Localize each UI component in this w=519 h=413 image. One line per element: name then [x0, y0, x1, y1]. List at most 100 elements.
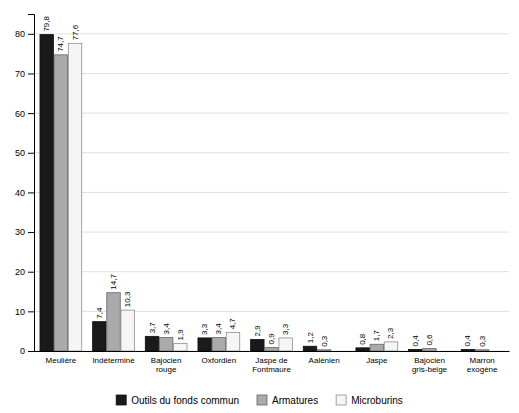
bar — [461, 349, 474, 351]
legend-label: Armatures — [272, 395, 318, 406]
bar — [437, 351, 450, 352]
y-axis-line — [28, 15, 35, 352]
bars — [40, 35, 489, 351]
y-tick-label: 50 — [15, 148, 25, 158]
chart: 01020304050607080MeulièreIndéterminéBajo… — [0, 0, 519, 413]
y-tick: 40 — [15, 188, 34, 198]
grid-line — [34, 73, 509, 74]
bar — [121, 310, 134, 351]
bar-series — [68, 43, 397, 351]
legend-item: Outils du fonds commun — [116, 395, 239, 406]
legend-swatch — [116, 395, 126, 405]
data-label: 10,3 — [123, 291, 132, 307]
grid-line — [34, 311, 509, 312]
bar — [265, 347, 278, 351]
legend-swatch — [257, 395, 267, 405]
bar — [317, 350, 330, 351]
x-tick-label: Marronexogène — [467, 356, 498, 374]
bar — [198, 338, 211, 351]
data-label: 0,3 — [478, 335, 487, 347]
y-tick-mark — [28, 153, 34, 154]
bar — [303, 346, 316, 351]
legend: Outils du fonds commun Armatures Microburi… — [116, 395, 403, 406]
y-tick-mark — [28, 272, 34, 273]
data-label: 1,2 — [306, 332, 315, 344]
data-label: 0,3 — [320, 335, 329, 347]
bar — [145, 336, 158, 351]
y-tick-mark — [28, 73, 34, 74]
y-tick-label: 70 — [15, 69, 25, 79]
x-tick: Jaspe deFontmaure — [252, 356, 291, 374]
bar-series — [54, 55, 489, 351]
data-label: 0,4 — [463, 335, 472, 347]
data-label: 2,3 — [386, 327, 395, 339]
x-tick-label: Bajociengris-beige — [412, 356, 448, 374]
y-tick: 30 — [15, 227, 34, 237]
bar — [68, 43, 81, 351]
x-tick-label: Oxfordien — [201, 356, 236, 365]
data-label: 4,7 — [228, 318, 237, 330]
data-label: 0,6 — [425, 334, 434, 346]
grid-line — [34, 232, 509, 233]
x-tick: Bajociengris-beige — [412, 356, 448, 374]
x-tick: Marronexogène — [467, 356, 498, 374]
grid-line — [34, 33, 509, 34]
y-tick: 20 — [15, 267, 34, 277]
y-tick: 10 — [15, 307, 34, 317]
data-label: 3,7 — [148, 322, 157, 334]
x-tick: Meulière — [46, 356, 77, 365]
data-label: 0,8 — [358, 333, 367, 345]
x-tick-label: Meulière — [46, 356, 77, 365]
y-tick-mark — [28, 351, 34, 352]
x-tick-label: Jaspe — [366, 356, 388, 365]
grid-line — [34, 152, 509, 153]
y-tick: 60 — [15, 108, 34, 118]
bar — [251, 340, 264, 351]
bar — [226, 332, 239, 351]
bar — [159, 338, 172, 351]
x-tick: Aalénien — [309, 356, 340, 365]
data-label: 0,9 — [267, 333, 276, 345]
y-tick-label: 20 — [15, 267, 25, 277]
x-tick: Oxfordien — [201, 356, 236, 365]
data-label: 3,4 — [162, 323, 171, 335]
bar — [370, 344, 383, 351]
data-label: 7,4 — [95, 307, 104, 319]
bar — [490, 351, 503, 352]
data-label: 79,8 — [42, 15, 51, 31]
legend-label: Microburins — [351, 395, 403, 406]
grid — [34, 34, 509, 351]
y-tick-label: 40 — [15, 188, 25, 198]
bar — [332, 351, 345, 352]
bar — [93, 322, 106, 351]
x-tick-label: Jaspe deFontmaure — [252, 356, 291, 374]
x-tick-label: Aalénien — [309, 356, 340, 365]
bar — [356, 348, 369, 351]
bar — [279, 338, 292, 351]
grid-line — [34, 113, 509, 114]
data-label: 77,6 — [71, 24, 80, 40]
x-tick-label: Indéterminé — [92, 356, 135, 365]
y-tick-mark — [28, 311, 34, 312]
legend-swatch — [336, 395, 346, 405]
data-label: 2,9 — [253, 325, 262, 337]
bar — [40, 35, 53, 351]
x-axis: Meulière Indéterminé Bajocienrouge Oxfordie… — [35, 352, 510, 374]
x-tick-label: Bajocienrouge — [151, 356, 182, 374]
x-tick: Jaspe — [366, 356, 388, 365]
x-axis-line — [35, 351, 510, 352]
grid-line — [34, 271, 509, 272]
bar — [475, 350, 488, 351]
y-tick: 70 — [15, 69, 34, 79]
x-tick: Indéterminé — [92, 356, 135, 365]
data-label: 3,3 — [281, 323, 290, 335]
y-tick-label: 10 — [15, 307, 25, 317]
data-label: 14,7 — [109, 274, 118, 290]
y-tick-mark — [28, 113, 34, 114]
y-tick-mark — [28, 34, 34, 35]
y-tick-label: 60 — [15, 108, 25, 118]
x-tick: Bajocienrouge — [151, 356, 182, 374]
legend-item: Microburins — [336, 395, 403, 406]
y-tick-label: 0 — [20, 346, 25, 356]
bar — [409, 349, 422, 351]
